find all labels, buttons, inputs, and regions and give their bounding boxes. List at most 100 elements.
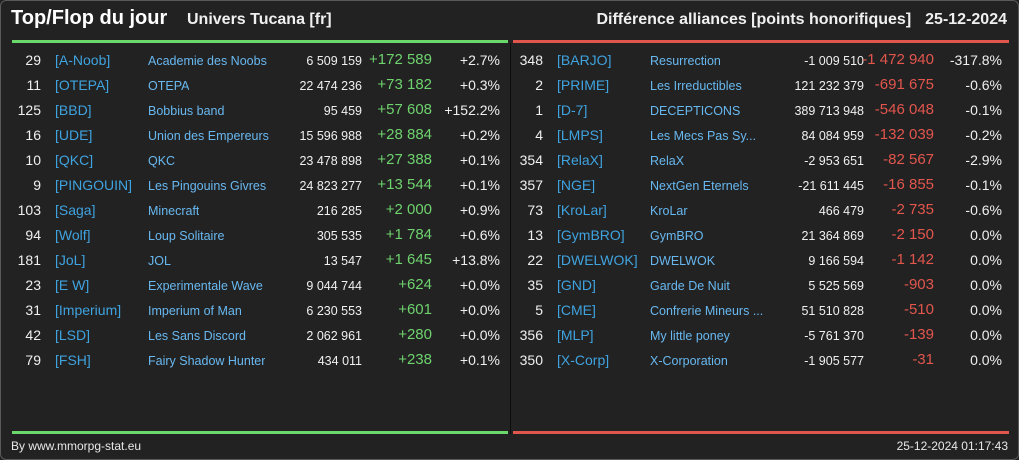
percent-cell: -0.1%	[965, 177, 1002, 193]
alliance-name-link[interactable]: Les Mecs Pas Sy...	[650, 129, 757, 143]
alliance-name-link[interactable]: Experimentale Wave	[148, 279, 263, 293]
table-row: 354 [RelaX] RelaX -2 953 651 -82 567 -2.9%	[513, 148, 1010, 173]
alliance-tag-link[interactable]: [KroLar]	[557, 202, 607, 218]
table-row: 5 [CME] Confrerie Mineurs ... 51 510 828 -51…	[513, 298, 1010, 323]
difference-cell: +57 608	[377, 101, 432, 118]
alliance-tag-link[interactable]: [A-Noob]	[55, 52, 111, 68]
percent-cell: +152.2%	[444, 102, 500, 118]
alliance-name-link[interactable]: Confrerie Mineurs ...	[650, 304, 764, 318]
alliance-tag-link[interactable]: [E W]	[55, 277, 90, 293]
table-row: 356 [MLP] My little poney -5 761 370 -139 0.0…	[513, 323, 1010, 348]
alliance-name-link[interactable]: Fairy Shadow Hunter	[148, 354, 266, 368]
alliance-tag-link[interactable]: [UDE]	[55, 127, 93, 143]
alliance-tag-link[interactable]: [Imperium]	[55, 302, 122, 318]
alliance-name-link[interactable]: DWELWOK	[650, 254, 716, 268]
alliance-tag-link[interactable]: [BARJO]	[557, 52, 612, 68]
points-cell: 305 535	[316, 229, 362, 243]
top-gain-rule	[12, 40, 508, 43]
alliance-name-link[interactable]: Academie des Noobs	[148, 54, 267, 68]
table-row: 79 [FSH] Fairy Shadow Hunter 434 011 +238 +0.…	[11, 348, 508, 373]
rank-cell: 4	[535, 127, 543, 143]
alliance-tag-link[interactable]: [PRIME]	[557, 77, 610, 93]
difference-cell: -903	[903, 276, 934, 293]
alliance-tag-link[interactable]: [PINGOUIN]	[55, 177, 133, 193]
alliance-name-link[interactable]: Loup Solitaire	[148, 229, 225, 243]
percent-cell: 0.0%	[970, 302, 1002, 318]
rank-cell: 13	[527, 227, 543, 243]
alliance-tag-link[interactable]: [NGE]	[557, 177, 596, 193]
rank-cell: 11	[26, 77, 41, 93]
table-row: 11 [OTEPA] OTEPA 22 474 236 +73 182 +0.3%	[11, 73, 508, 98]
percent-cell: -0.6%	[965, 202, 1002, 218]
percent-cell: +0.2%	[459, 127, 500, 143]
percent-cell: +0.0%	[459, 302, 500, 318]
alliance-tag-link[interactable]: [CME]	[557, 302, 596, 318]
difference-cell: -2 735	[891, 201, 934, 218]
top-gainers-list: 29 [A-Noob] Academie des Noobs 6 509 159 +17…	[11, 48, 508, 373]
points-cell: 466 479	[818, 204, 864, 218]
table-row: 42 [LSD] Les Sans Discord 2 062 961 +280 +0.0…	[11, 323, 508, 348]
alliance-name-link[interactable]: Union des Empereurs	[148, 129, 269, 143]
alliance-name-link[interactable]: DECEPTICONS	[650, 104, 741, 118]
alliance-name-link[interactable]: Garde De Nuit	[650, 279, 730, 293]
alliance-name-link[interactable]: My little poney	[650, 329, 730, 343]
table-row: 357 [NGE] NextGen Eternels -21 611 445 -16 8…	[513, 173, 1010, 198]
alliance-name-link[interactable]: RelaX	[650, 154, 685, 168]
percent-cell: 0.0%	[970, 277, 1002, 293]
percent-cell: +13.8%	[452, 252, 500, 268]
alliance-name-link[interactable]: Les Sans Discord	[148, 329, 246, 343]
alliance-tag-link[interactable]: [LSD]	[55, 327, 91, 343]
alliance-tag-link[interactable]: [Wolf]	[55, 227, 91, 243]
table-row: 73 [KroLar] KroLar 466 479 -2 735 -0.6%	[513, 198, 1010, 223]
points-cell: 23 478 898	[299, 154, 362, 168]
alliance-tag-link[interactable]: [OTEPA]	[55, 77, 110, 93]
alliance-tag-link[interactable]: [QKC]	[55, 152, 94, 168]
percent-cell: 0.0%	[970, 252, 1002, 268]
table-row: 350 [X-Corp] X-Corporation -1 905 577 -31 0.0…	[513, 348, 1010, 373]
alliance-tag-link[interactable]: [JoL]	[55, 252, 86, 268]
rank-cell: 79	[25, 352, 41, 368]
alliance-tag-link[interactable]: [FSH]	[55, 352, 91, 368]
alliance-tag-link[interactable]: [RelaX]	[557, 152, 603, 168]
alliance-tag-link[interactable]: [D-7]	[557, 102, 588, 118]
table-row: 348 [BARJO] Resurrection -1 009 510 -1 472 9…	[513, 48, 1010, 73]
rank-cell: 356	[519, 327, 543, 343]
alliance-tag-link[interactable]: [GymBRO]	[557, 227, 625, 243]
rank-cell: 22	[527, 252, 543, 268]
alliance-tag-link[interactable]: [X-Corp]	[557, 352, 610, 368]
difference-cell: +238	[398, 351, 432, 368]
alliance-name-link[interactable]: NextGen Eternels	[650, 179, 749, 193]
points-cell: -5 761 370	[804, 329, 864, 343]
difference-cell: +1 645	[385, 251, 432, 268]
table-row: 4 [LMPS] Les Mecs Pas Sy... 84 084 959 -132 …	[513, 123, 1010, 148]
points-cell: 9 044 744	[306, 279, 362, 293]
alliance-name-link[interactable]: OTEPA	[148, 79, 190, 93]
difference-cell: +73 182	[377, 76, 432, 93]
alliance-tag-link[interactable]: [BBD]	[55, 102, 92, 118]
page-title: Top/Flop du jour	[11, 7, 168, 29]
alliance-name-link[interactable]: Bobbius band	[148, 104, 225, 118]
percent-cell: -317.8%	[949, 52, 1002, 68]
alliance-tag-link[interactable]: [MLP]	[557, 327, 594, 343]
points-cell: 22 474 236	[299, 79, 362, 93]
alliance-name-link[interactable]: KroLar	[650, 204, 688, 218]
alliance-name-link[interactable]: Minecraft	[148, 204, 200, 218]
alliance-name-link[interactable]: X-Corporation	[650, 354, 728, 368]
alliance-name-link[interactable]: Resurrection	[650, 54, 721, 68]
table-row: 103 [Saga] Minecraft 216 285 +2 000 +0.9%	[11, 198, 508, 223]
rank-cell: 16	[25, 127, 41, 143]
alliance-name-link[interactable]: Les Pingouins Givres	[148, 179, 267, 193]
alliance-name-link[interactable]: Les Irreductibles	[650, 79, 742, 93]
alliance-name-link[interactable]: Imperium of Man	[148, 304, 242, 318]
rank-cell: 35	[527, 277, 543, 293]
alliance-name-link[interactable]: QKC	[148, 154, 176, 168]
alliance-tag-link[interactable]: [DWELWOK]	[557, 252, 638, 268]
points-cell: 15 596 988	[299, 129, 362, 143]
alliance-name-link[interactable]: JOL	[148, 254, 171, 268]
alliance-tag-link[interactable]: [Saga]	[55, 202, 96, 218]
alliance-tag-link[interactable]: [LMPS]	[557, 127, 603, 143]
points-cell: 2 062 961	[306, 329, 362, 343]
alliance-name-link[interactable]: GymBRO	[650, 229, 704, 243]
alliance-tag-link[interactable]: [GND]	[557, 277, 596, 293]
table-row: 13 [GymBRO] GymBRO 21 364 869 -2 150 0.0%	[513, 223, 1010, 248]
